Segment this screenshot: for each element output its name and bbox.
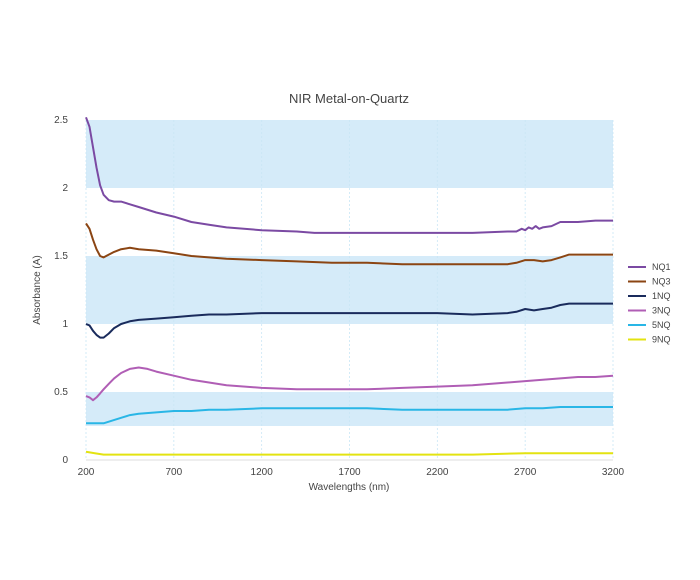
y-tick-label: 0.5 bbox=[54, 387, 68, 398]
series-line-3nq bbox=[85, 366, 614, 402]
x-axis-label: Wavelengths (nm) bbox=[309, 482, 390, 493]
legend-label: 3NQ bbox=[652, 306, 671, 316]
y-tick-label: 2 bbox=[62, 183, 68, 194]
legend-label: NQ3 bbox=[652, 277, 671, 287]
y-axis-ticks: 0 0.5 1 1.5 2 2.5 bbox=[54, 115, 68, 466]
y-axis-label: Absorbance (A) bbox=[32, 255, 43, 324]
x-tick-label: 2700 bbox=[514, 467, 537, 478]
legend: NQ1 NQ3 1NQ 3NQ 5NQ 9NQ bbox=[628, 262, 671, 345]
y-tick-label: 0 bbox=[62, 455, 68, 466]
legend-label: NQ1 bbox=[652, 262, 671, 272]
y-tick-label: 1.5 bbox=[54, 251, 68, 262]
series-line-1nq bbox=[85, 302, 613, 339]
x-tick-label: 1700 bbox=[338, 467, 361, 478]
series-lines bbox=[85, 116, 614, 456]
x-tick-label: 3200 bbox=[602, 467, 625, 478]
series-line-5nq bbox=[86, 406, 613, 425]
x-axis-ticks: 200 700 1200 1700 2200 2700 3200 bbox=[78, 467, 625, 478]
x-tick-label: 200 bbox=[78, 467, 95, 478]
chart-title: NIR Metal-on-Quartz bbox=[289, 91, 409, 106]
y-tick-label: 1 bbox=[62, 319, 68, 330]
x-tick-label: 2200 bbox=[426, 467, 449, 478]
series-line-nq3 bbox=[85, 222, 613, 266]
legend-label: 5NQ bbox=[652, 320, 671, 330]
vertical-gridlines bbox=[85, 120, 614, 461]
y-tick-label: 2.5 bbox=[54, 115, 68, 126]
legend-label: 9NQ bbox=[652, 335, 671, 345]
x-tick-label: 700 bbox=[165, 467, 182, 478]
series-line-nq1 bbox=[85, 116, 613, 234]
legend-label: 1NQ bbox=[652, 291, 671, 301]
x-tick-label: 1200 bbox=[251, 467, 274, 478]
series-line-9nq bbox=[85, 450, 613, 456]
